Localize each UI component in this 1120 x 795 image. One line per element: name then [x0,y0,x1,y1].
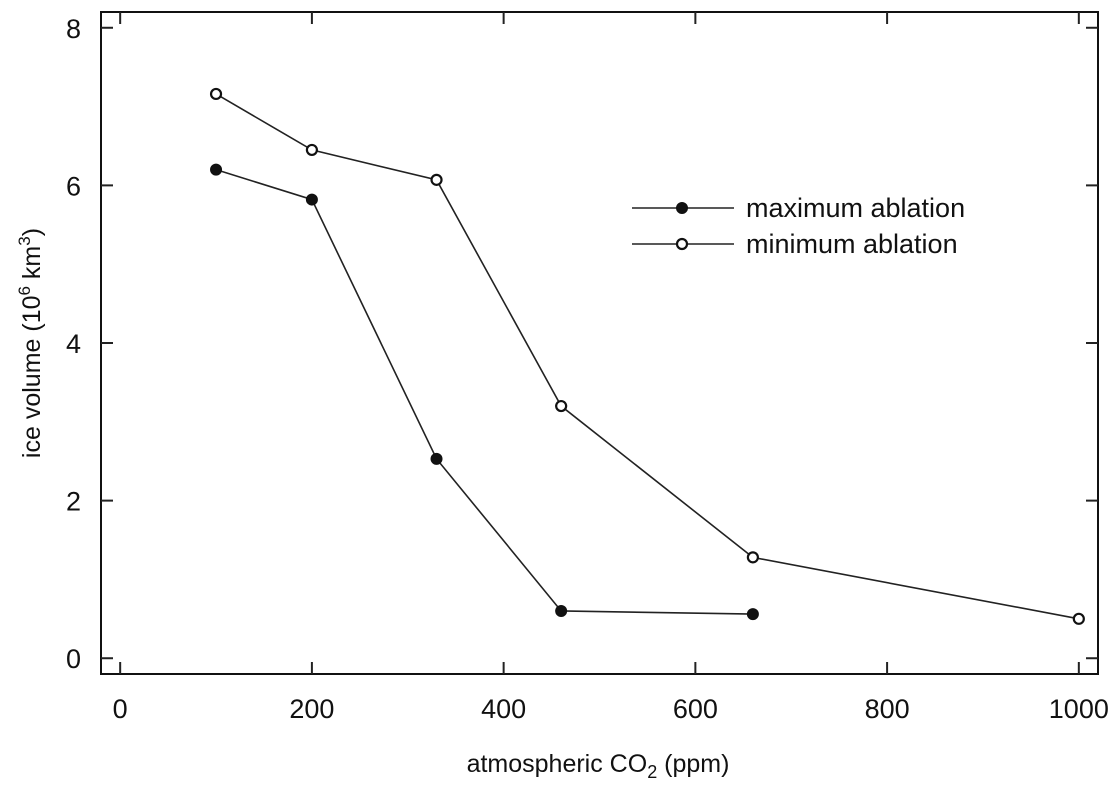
x-axis-title: atmospheric CO2 (ppm) [467,750,730,782]
data-point-maximum-ablation [555,604,568,617]
data-point-maximum-ablation [746,608,759,621]
series-line-maximum-ablation [215,168,753,615]
y-tick-label: 6 [66,171,81,201]
data-point-minimum-ablation [1072,612,1085,625]
x-tick-label: 0 [113,694,128,724]
data-point-minimum-ablation [209,87,223,101]
y-tick-label: 2 [66,487,81,517]
plot-frame [100,11,1099,675]
data-point-maximum-ablation [305,193,318,206]
data-point-minimum-ablation [430,173,443,186]
data-point-minimum-ablation [305,143,319,157]
legend-item-maximum-ablation: maximum ablation [632,193,965,223]
x-tick-label: 400 [481,694,526,724]
data-point-minimum-ablation [555,399,568,413]
y-tick-label: 8 [66,14,81,44]
legend-label: minimum ablation [746,229,958,259]
legend-marker [675,237,689,251]
data-point-maximum-ablation [430,452,443,465]
data-point-maximum-ablation [210,163,223,176]
legend: maximum ablation minimum ablation [632,193,965,259]
series-layer [209,87,1085,625]
y-axis-title: ice volume (106 km3) [15,228,46,458]
x-tick-label: 200 [289,694,334,724]
y-tick-label: 0 [66,644,81,674]
legend-item-minimum-ablation: minimum ablation [632,229,958,259]
x-tick-label: 600 [673,694,718,724]
y-tick-label: 4 [66,329,81,359]
y-axis-ticks: 0 2 4 6 8 [66,14,1098,674]
series-minimum-ablation [209,87,1085,625]
x-tick-label: 800 [865,694,910,724]
data-point-minimum-ablation [746,551,759,564]
x-tick-label: 1000 [1049,694,1109,724]
legend-marker [676,202,688,214]
x-axis-ticks: 0 200 400 600 800 1000 [113,12,1109,724]
legend-label: maximum ablation [746,193,965,223]
series-line-minimum-ablation [215,93,1079,620]
series-maximum-ablation [210,163,759,621]
